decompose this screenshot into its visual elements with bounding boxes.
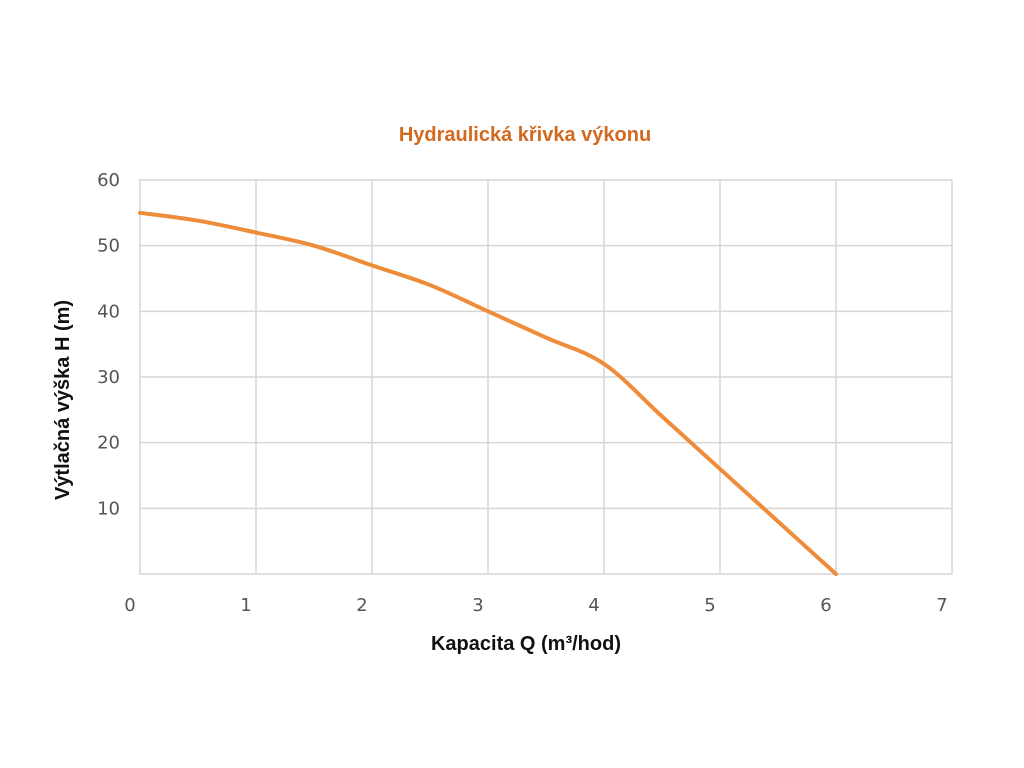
x-tick-label: 4: [588, 595, 599, 616]
grid: [140, 180, 952, 574]
y-axis-title: Výtlačná výška H (m): [52, 300, 74, 500]
y-tick-label: 10: [97, 498, 120, 519]
series-line: [138, 210, 838, 576]
x-tick-label: 1: [240, 595, 251, 616]
y-tick-label: 20: [97, 433, 120, 454]
x-tick-label: 0: [124, 595, 135, 616]
x-tick-label: 2: [356, 595, 367, 616]
y-tick-label: 40: [97, 301, 120, 322]
x-tick-label: 5: [704, 595, 715, 616]
x-tick-label: 6: [820, 595, 831, 616]
y-tick-label: 60: [97, 170, 120, 191]
plot-area: [139, 179, 953, 575]
y-tick-label: 50: [97, 236, 120, 257]
x-tick-label: 3: [472, 595, 483, 616]
x-axis-title: Kapacita Q (m³/hod): [431, 633, 621, 655]
x-axis-tick-labels: 0 1 2 3 4 5 6 7: [124, 595, 947, 616]
y-axis-tick-labels: 10 20 30 40 50 60: [97, 170, 120, 519]
chart-title: Hydraulická křivka výkonu: [399, 124, 651, 146]
y-tick-label: 30: [97, 367, 120, 388]
x-tick-label: 7: [936, 595, 947, 616]
